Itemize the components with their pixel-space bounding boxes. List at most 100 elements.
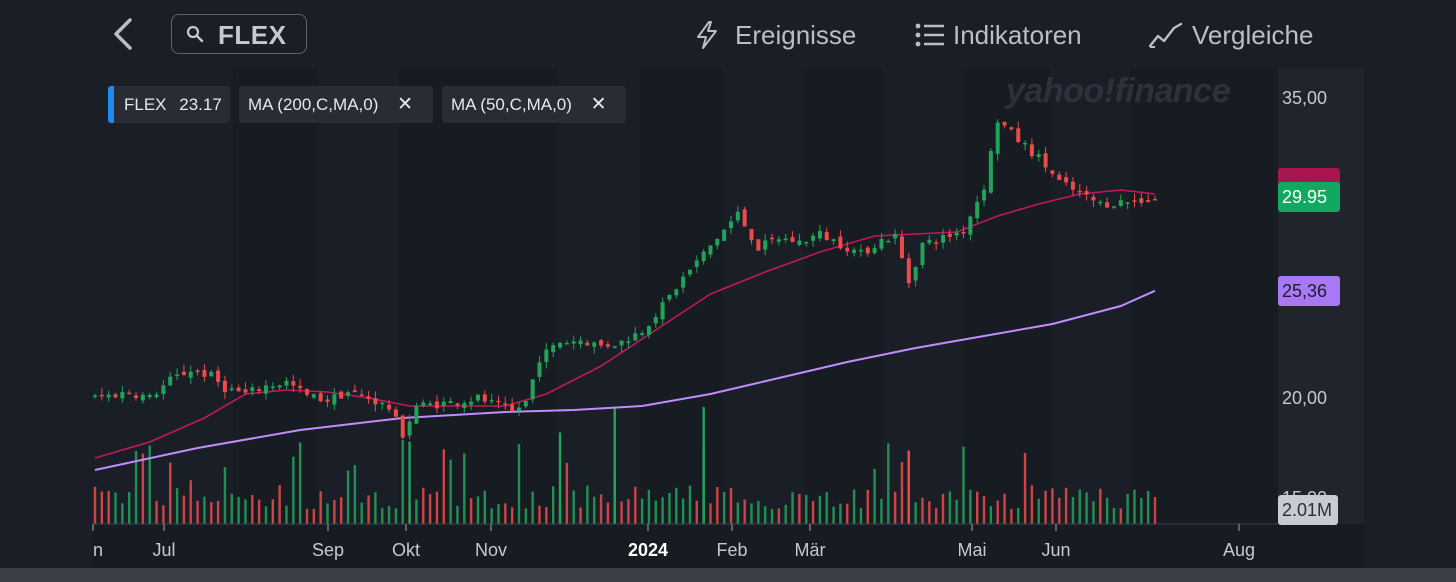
candle-body — [250, 387, 255, 392]
volume-bar — [251, 494, 254, 524]
volume-bar — [114, 492, 117, 524]
candle-body — [1029, 144, 1034, 157]
candle-body — [1016, 128, 1021, 142]
volume-bar — [175, 487, 179, 524]
volume-bar — [798, 493, 801, 524]
candle-body — [975, 201, 980, 219]
volume-bar — [456, 505, 459, 524]
volume-bar — [1146, 490, 1150, 524]
candle-body — [530, 379, 535, 400]
candle-body — [619, 340, 624, 346]
volume-series — [93, 407, 1157, 524]
ma200-line — [94, 289, 1156, 471]
events-label: Ereignisse — [735, 20, 857, 50]
volume-bar — [1030, 485, 1034, 524]
candle-body — [400, 415, 405, 438]
candle-body — [954, 232, 959, 236]
indicators-label: Indikatoren — [953, 20, 1082, 50]
candle-body — [359, 394, 364, 396]
volume-bar — [230, 493, 233, 524]
volume-bar — [1010, 508, 1013, 524]
volume-bar — [859, 507, 863, 524]
remove-ma50-close-icon[interactable]: ✕ — [590, 94, 607, 115]
x-tick-label: Okt — [392, 540, 420, 560]
candle-body — [633, 333, 638, 341]
candle-body — [564, 342, 569, 345]
candle-body — [770, 237, 775, 240]
candle-body — [462, 403, 467, 408]
chart-panel[interactable]: 35,0020,0015,0030,2029.9525,362.01MnJulS… — [90, 68, 1364, 568]
candle-body — [865, 247, 870, 254]
volume-bar — [271, 499, 275, 524]
candle-body — [735, 211, 740, 221]
candle-body — [674, 289, 679, 296]
candle-body — [168, 376, 173, 386]
volume-bar — [182, 495, 186, 524]
volume-bar — [825, 492, 828, 524]
back-button[interactable] — [104, 14, 140, 54]
candle-body — [1002, 121, 1007, 126]
price-chart[interactable]: 35,0020,0015,0030,2029.9525,362.01MnJulS… — [90, 68, 1364, 568]
legend-symbol-chip[interactable]: FLEX 23.17 — [108, 86, 230, 123]
volume-bar — [134, 451, 138, 524]
volume-bar — [907, 450, 911, 524]
volume-bar — [237, 496, 240, 524]
candle-body — [1064, 177, 1069, 183]
volume-bar — [545, 506, 548, 524]
candle-body — [154, 394, 159, 398]
candle-body — [947, 233, 952, 237]
candle-body — [558, 342, 563, 348]
legend-ma200-chip[interactable]: MA (200,C,MA,0) ✕ — [239, 86, 433, 123]
volume-bar — [490, 508, 493, 524]
candle-body — [886, 240, 891, 243]
volume-bar — [729, 488, 733, 524]
candle-body — [756, 239, 761, 251]
candle-body — [578, 340, 583, 345]
volume-tag-text: 2.01M — [1282, 500, 1332, 520]
volume-bar — [408, 441, 411, 524]
volume-bar — [107, 490, 110, 524]
candle-body — [1036, 154, 1041, 157]
candle-body — [161, 385, 166, 395]
candle-body — [140, 394, 145, 401]
candle-body — [346, 392, 351, 396]
candle-body — [995, 122, 1000, 154]
bottom-strip — [0, 568, 1456, 582]
volume-bar — [934, 507, 938, 524]
symbol-search[interactable]: FLEX — [171, 14, 307, 54]
candle-body — [660, 302, 665, 320]
legend-ma50-chip[interactable]: MA (50,C,MA,0) ✕ — [442, 86, 626, 123]
volume-bar — [1078, 489, 1081, 524]
candle-body — [482, 394, 487, 402]
month-band — [318, 68, 399, 524]
candle-body — [229, 388, 234, 391]
volume-bar — [1023, 452, 1027, 524]
x-tick-label: n — [93, 540, 103, 560]
remove-ma200-close-icon[interactable]: ✕ — [397, 94, 414, 115]
volume-bar — [757, 500, 760, 524]
volume-bar — [873, 468, 876, 524]
volume-bar — [442, 449, 445, 524]
volume-bar — [586, 485, 589, 524]
volume-bar — [305, 508, 309, 524]
candle-body — [1139, 198, 1144, 203]
volume-bar — [681, 498, 685, 524]
volume-bar — [1044, 490, 1047, 524]
candle-body — [592, 342, 597, 347]
volume-bar — [1092, 501, 1095, 524]
indicators-button[interactable]: Indikatoren — [914, 12, 1096, 56]
events-button[interactable]: Ereignisse — [694, 12, 864, 56]
candle-body — [236, 387, 241, 392]
candle-body — [646, 326, 651, 335]
volume-bar — [100, 491, 104, 524]
candle-body — [503, 403, 508, 405]
volume-bar — [483, 490, 487, 524]
compare-button[interactable]: Vergleiche — [1148, 12, 1326, 56]
month-band — [558, 68, 640, 524]
volume-bar — [141, 453, 145, 524]
volume-bar — [846, 503, 849, 524]
volume-bar — [955, 499, 958, 524]
candle-body — [1043, 153, 1048, 168]
volume-bar — [469, 498, 473, 524]
volume-bar — [1071, 497, 1075, 524]
